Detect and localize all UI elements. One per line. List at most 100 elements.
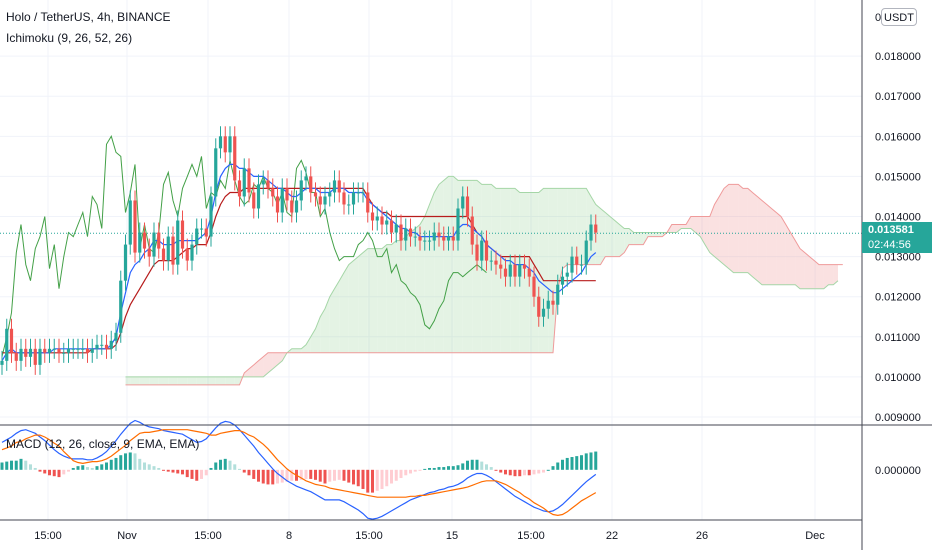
cloud-segment <box>415 224 420 353</box>
candle-body <box>24 348 28 357</box>
macd-histogram-bar <box>561 459 564 470</box>
candle-body <box>332 180 337 193</box>
macd-histogram-bar <box>299 469 303 480</box>
cloud-segment <box>557 188 563 289</box>
candle-body <box>337 180 341 193</box>
macd-histogram-bar <box>347 469 351 483</box>
candle-body <box>299 180 303 201</box>
macd-histogram-bar <box>166 469 170 472</box>
cloud-segment <box>776 212 781 285</box>
candle-body <box>109 340 113 349</box>
macd-histogram-bar <box>162 469 165 471</box>
candle-body <box>385 220 389 225</box>
cloud-segment <box>804 252 810 289</box>
candle-body <box>366 192 370 213</box>
cloud-segment <box>144 376 150 385</box>
cloud-segment <box>567 188 572 265</box>
cloud-segment <box>296 348 302 353</box>
cloud-segment <box>690 216 696 233</box>
cloud-segment <box>358 252 363 353</box>
macd-histogram-bar <box>119 455 123 470</box>
candle-body <box>565 272 569 277</box>
macd-legend[interactable]: MACD (12, 26, close, 9, EMA, EMA) <box>6 437 200 451</box>
candle-body <box>584 240 588 265</box>
macd-histogram-bar <box>176 469 180 474</box>
candle-body <box>518 264 522 277</box>
candle-body <box>242 168 246 197</box>
cloud-segment <box>519 192 525 353</box>
candle-body <box>480 240 484 261</box>
candlestick-series <box>0 126 598 375</box>
ichimoku-lines <box>0 135 862 386</box>
macd-histogram-bar <box>489 467 493 470</box>
macd-histogram-bar <box>33 467 37 470</box>
macd-histogram-bar <box>318 469 322 482</box>
cloud-segment <box>486 184 492 353</box>
candle-body <box>541 308 546 317</box>
y-tick-label: 0.010000 <box>875 372 921 384</box>
cloud-segment <box>619 224 625 257</box>
x-tick-label: 15:00 <box>517 530 545 542</box>
cloud-segment <box>795 240 800 289</box>
cloud-segment <box>258 356 264 377</box>
macd-histogram-bar <box>128 452 132 470</box>
cloud-segment <box>244 368 249 377</box>
macd-histogram-bar <box>508 469 512 476</box>
macd-histogram-bar <box>470 459 474 470</box>
cloud-segment <box>738 184 743 273</box>
macd-histogram-bar <box>238 468 241 470</box>
macd-histogram-bar <box>523 469 526 476</box>
candle-body <box>176 220 180 265</box>
cloud-segment <box>762 200 767 285</box>
macd-histogram-bar <box>542 469 545 473</box>
macd-histogram-bar <box>252 469 256 479</box>
cloud-segment <box>401 236 406 353</box>
candle-body <box>14 352 18 361</box>
macd-histogram-bar <box>171 469 175 473</box>
macd-histogram-bar <box>504 469 507 475</box>
macd-histogram-bar <box>428 467 431 470</box>
candle-body <box>280 188 284 213</box>
macd-histogram-bar <box>337 469 341 480</box>
candle-body <box>62 352 66 354</box>
candle-body <box>313 192 318 197</box>
conversion-line <box>1 163 597 362</box>
cloud-segment <box>396 240 401 353</box>
currency-unit-button[interactable]: USDT <box>881 8 917 26</box>
cloud-segment <box>211 376 216 385</box>
macd-histogram-bar <box>356 469 360 487</box>
candle-body <box>185 248 189 261</box>
macd-histogram-bar <box>147 464 151 470</box>
cloud-segment <box>339 272 344 353</box>
macd-histogram-bar <box>461 463 465 470</box>
candle-body <box>427 240 432 242</box>
cloud-segment <box>695 216 701 237</box>
cloud-segment <box>386 244 392 353</box>
candle-body <box>551 300 555 305</box>
cloud-segment <box>439 180 444 353</box>
candle-body <box>81 348 85 350</box>
macd-histogram-bar <box>432 467 436 470</box>
macd-histogram-bar <box>423 468 427 470</box>
cloud-segment <box>719 188 724 265</box>
macd-histogram-bar <box>375 469 379 491</box>
candle-body <box>442 236 446 241</box>
ichimoku-legend[interactable]: Ichimoku (9, 26, 52, 26) <box>6 31 133 45</box>
macd-histogram-bar <box>333 469 336 481</box>
cloud-segment <box>196 376 202 385</box>
candle-body <box>537 296 541 317</box>
candle-body <box>43 348 47 353</box>
symbol-title[interactable]: Holo / TetherUS, 4h, BINANCE <box>6 10 171 24</box>
cloud-segment <box>268 352 273 373</box>
macd-histogram-bar <box>309 469 313 479</box>
macd-histogram-bar <box>413 469 417 472</box>
cloud-segment <box>833 264 838 285</box>
cloud-segment <box>382 244 387 353</box>
macd-histogram-bar <box>204 469 208 476</box>
candle-body <box>560 276 565 285</box>
candle-body <box>579 264 584 266</box>
macd-histogram-bar <box>589 452 593 470</box>
candle-body <box>484 240 489 261</box>
